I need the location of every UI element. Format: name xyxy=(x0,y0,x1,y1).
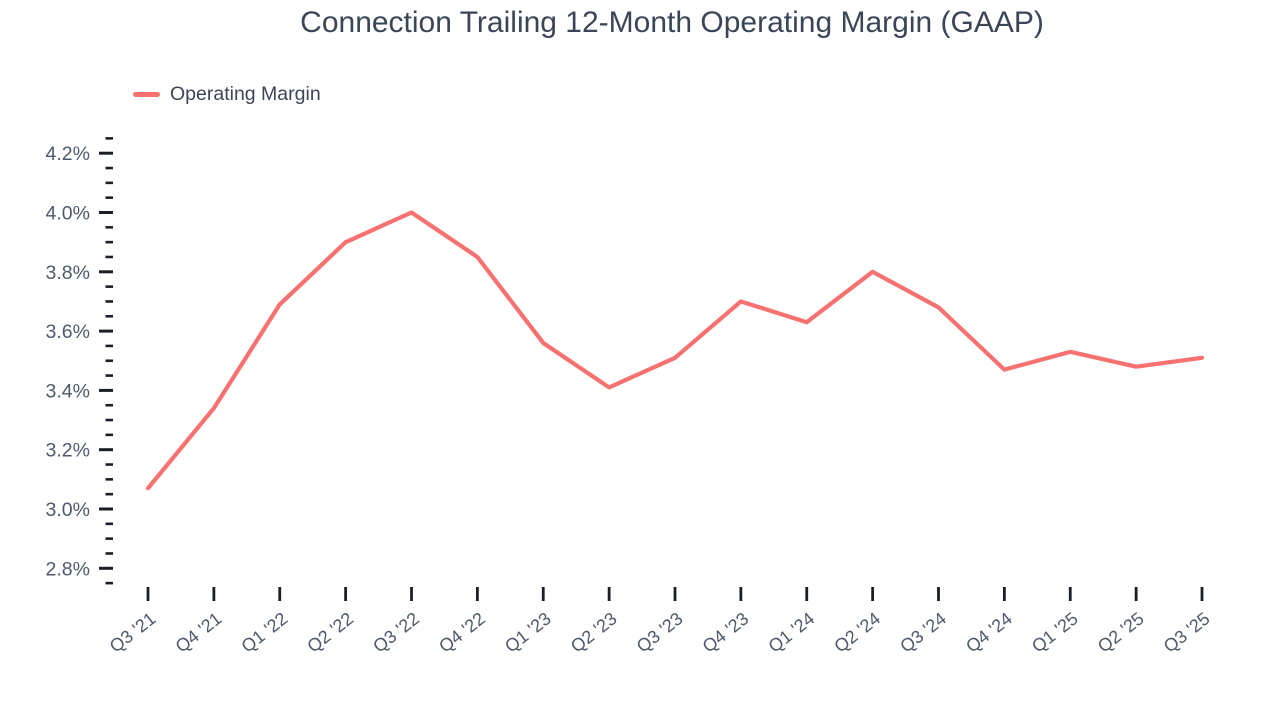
y-tick-label: 4.0% xyxy=(46,203,90,225)
x-tick-label: Q1 '22 xyxy=(238,608,292,656)
y-tick-label: 4.2% xyxy=(46,143,90,165)
x-tick-label: Q3 '23 xyxy=(633,608,687,656)
x-tick-label: Q3 '21 xyxy=(106,608,160,656)
x-tick-label: Q1 '24 xyxy=(765,608,819,656)
y-tick-label: 3.0% xyxy=(46,499,90,521)
y-tick-label: 3.2% xyxy=(46,440,90,462)
y-axis: 2.8% 3.0% 3.2% 3.4% 3.6% 3.8% 4.0% 4.2% xyxy=(46,137,113,585)
x-tick-label: Q1 '25 xyxy=(1028,608,1082,656)
x-tick-label: Q1 '23 xyxy=(501,608,555,656)
x-tick-label: Q2 '23 xyxy=(567,608,621,656)
x-tick-label: Q3 '22 xyxy=(369,608,423,656)
x-axis: Q3 '21 Q4 '21 Q1 '22 Q2 '22 Q3 '22 Q4 '22 Q1 '… xyxy=(106,587,1214,656)
x-tick-label: Q2 '25 xyxy=(1094,608,1148,656)
y-tick-label: 2.8% xyxy=(46,558,90,580)
series-line-operating-margin xyxy=(145,210,1205,491)
y-tick-label: 3.8% xyxy=(46,262,90,284)
x-tick-label: Q4 '24 xyxy=(962,608,1016,656)
x-tick-label: Q3 '25 xyxy=(1160,608,1214,656)
x-tick-label: Q3 '24 xyxy=(896,608,950,656)
legend: Operating Margin xyxy=(133,83,321,106)
x-tick-label: Q2 '24 xyxy=(830,608,884,656)
x-tick-label: Q4 '21 xyxy=(172,608,226,656)
x-tick-label: Q4 '23 xyxy=(699,608,753,656)
chart-title: Connection Trailing 12-Month Operating M… xyxy=(300,6,1044,39)
y-tick-label: 3.4% xyxy=(46,380,90,402)
legend-label: Operating Margin xyxy=(170,83,321,105)
legend-line-swatch xyxy=(133,92,160,97)
x-tick-label: Q2 '22 xyxy=(303,608,357,656)
y-tick-label: 3.6% xyxy=(46,321,90,343)
x-tick-label: Q4 '22 xyxy=(435,608,489,656)
